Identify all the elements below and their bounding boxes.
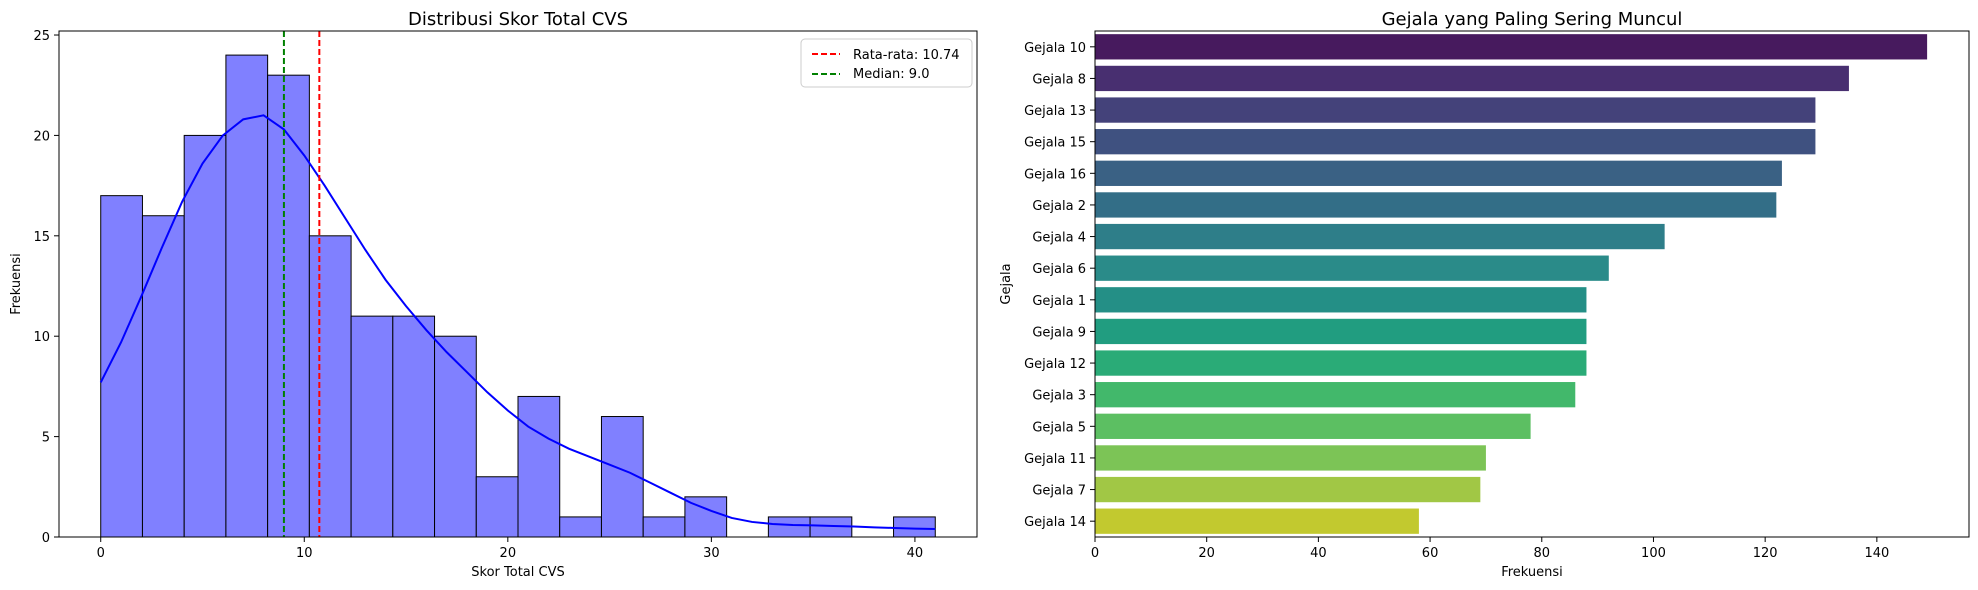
symptom-bar: [1095, 192, 1777, 218]
symptom-bar: [1095, 445, 1486, 471]
y-tick-label: Gejala 16: [1024, 167, 1086, 182]
x-tick-label: 30: [703, 546, 720, 561]
y-tick-label: Gejala 3: [1032, 389, 1086, 404]
symptom-x-ticks: 0 20 40 60 80 100 120 140: [1091, 537, 1889, 561]
histogram-bar: [434, 335, 477, 538]
x-tick-label: 60: [1422, 546, 1439, 561]
histogram-legend: Rata-rata: 10.74 Median: 9.0: [800, 38, 973, 88]
histogram-plot-frame: [58, 30, 978, 538]
histogram-bar: [183, 134, 227, 538]
symptom-y-axis-label: Gejala: [999, 263, 1014, 304]
x-tick-label: 20: [500, 546, 517, 561]
histogram-chart: Distribusi Skor Total CVS 0 10 20 30 40 0 5 10…: [9, 9, 978, 580]
legend-label-mean: Rata-rata: 10.74: [853, 48, 960, 63]
y-tick-label: Gejala 10: [1024, 41, 1086, 56]
y-tick-label: 10: [33, 330, 50, 345]
histogram-bar: [475, 476, 519, 538]
y-tick-label: Gejala 2: [1032, 199, 1086, 214]
x-tick-label: 10: [296, 546, 313, 561]
y-tick-label: Gejala 5: [1032, 420, 1086, 435]
symptom-plot-frame: [1094, 30, 1970, 538]
y-tick-label: Gejala 6: [1032, 262, 1086, 277]
symptom-bar: [1095, 382, 1576, 408]
y-tick-label: Gejala 4: [1032, 231, 1086, 246]
histogram-bars: [100, 54, 936, 538]
x-tick-label: 0: [1091, 546, 1099, 561]
y-tick-label: 5: [42, 431, 50, 446]
y-tick-label: Gejala 12: [1024, 357, 1086, 372]
histogram-bar: [559, 516, 602, 538]
x-tick-label: 100: [1641, 546, 1666, 561]
symptom-bar: [1095, 476, 1481, 503]
symptom-bar: [1095, 65, 1849, 92]
symptom-bar: [1095, 223, 1665, 250]
symptom-bar: [1095, 34, 1928, 60]
histogram-bar: [767, 516, 811, 538]
x-tick-label: 20: [1198, 546, 1215, 561]
y-tick-label: Gejala 8: [1032, 72, 1086, 87]
y-tick-label: Gejala 15: [1024, 136, 1086, 151]
symptom-bar: [1095, 129, 1816, 155]
symptom-bar-chart: Gejala yang Paling Sering Muncul 0 20 40 60…: [999, 9, 1970, 580]
symptom-bar: [1095, 160, 1782, 186]
histogram-y-ticks: 0 5 10 15 20 25: [33, 29, 59, 546]
legend-frame: [800, 38, 973, 88]
x-tick-label: 0: [97, 546, 105, 561]
symptom-x-axis-label: Frekuensi: [1501, 565, 1563, 580]
kde-line: [99, 114, 936, 530]
histogram-bar: [350, 315, 394, 538]
histogram-y-axis-label: Frekuensi: [9, 253, 24, 315]
symptom-bar: [1095, 318, 1587, 345]
histogram-x-axis-label: Skor Total CVS: [471, 565, 564, 580]
y-tick-label: Gejala 9: [1032, 325, 1086, 340]
histogram-bar: [100, 195, 143, 538]
symptom-bar: [1095, 287, 1587, 313]
y-tick-label: Gejala 14: [1024, 515, 1086, 530]
histogram-bar: [308, 235, 352, 538]
y-tick-label: Gejala 7: [1032, 484, 1086, 499]
symptom-chart-title: Gejala yang Paling Sering Muncul: [1382, 9, 1683, 30]
symptom-bar: [1095, 413, 1531, 439]
y-tick-label: 25: [33, 29, 50, 44]
symptom-bar: [1095, 508, 1419, 534]
histogram-bar: [517, 395, 561, 538]
histogram-bar: [893, 516, 936, 538]
y-tick-label: Gejala 11: [1024, 452, 1086, 467]
y-tick-label: 15: [33, 230, 50, 245]
symptom-bars: [1095, 34, 1928, 534]
x-tick-label: 80: [1533, 546, 1550, 561]
histogram-bar: [642, 516, 686, 538]
histogram-bar: [392, 315, 436, 538]
x-tick-label: 40: [1310, 546, 1327, 561]
symptom-bar: [1095, 350, 1587, 376]
legend-label-median: Median: 9.0: [853, 67, 929, 82]
y-tick-label: Gejala 1: [1032, 294, 1086, 309]
histogram-bar: [225, 54, 269, 538]
histogram-bar: [141, 215, 185, 538]
x-tick-label: 140: [1864, 546, 1889, 561]
reference-lines: [282, 31, 321, 537]
y-tick-label: 20: [33, 129, 50, 144]
histogram-bar: [267, 74, 310, 538]
y-tick-label: 0: [42, 531, 50, 546]
histogram-x-ticks: 0 10 20 30 40: [97, 537, 924, 561]
symptom-y-ticks: Gejala 10 Gejala 8 Gejala 13 Gejala 15 Gejal…: [1024, 41, 1095, 530]
histogram-title: Distribusi Skor Total CVS: [408, 9, 628, 30]
x-tick-label: 120: [1753, 546, 1778, 561]
x-tick-label: 40: [907, 546, 924, 561]
y-tick-label: Gejala 13: [1024, 104, 1086, 119]
symptom-bar: [1095, 97, 1816, 123]
symptom-bar: [1095, 255, 1609, 281]
